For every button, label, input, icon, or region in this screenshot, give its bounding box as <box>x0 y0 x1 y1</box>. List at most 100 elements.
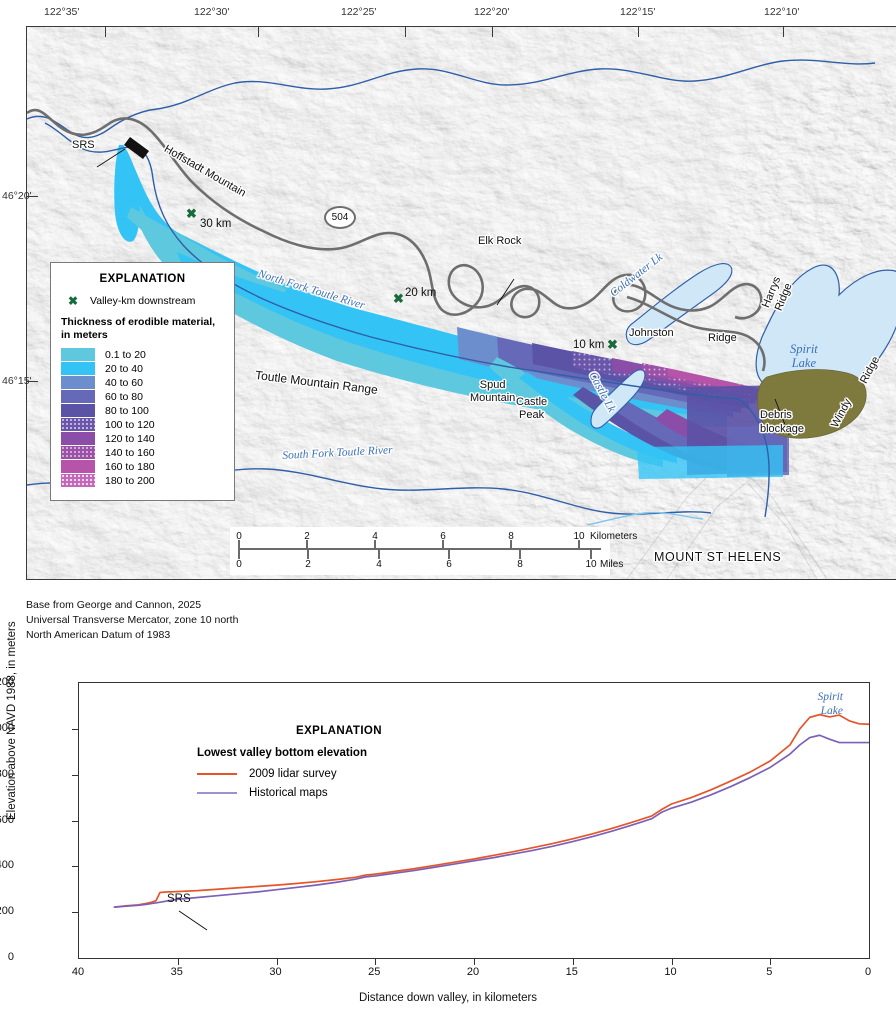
legend-class-row: 20 to 40 <box>61 362 224 376</box>
scalebar-km-tick <box>578 540 580 549</box>
chart-y-tick <box>72 820 79 822</box>
chart-x-tick <box>770 958 772 965</box>
label-20km: 20 km <box>405 287 437 299</box>
chart-x-tick-label: 30 <box>269 966 282 978</box>
chart-legend-entry: Historical maps <box>197 787 447 799</box>
legend-class-row: 140 to 160 <box>61 446 224 460</box>
lakes <box>590 263 896 439</box>
highway-504 <box>27 108 766 372</box>
shaded-relief-base <box>27 27 896 579</box>
chart-x-tick <box>177 958 179 965</box>
chart-x-tick <box>572 958 574 965</box>
legend-class-row: 160 to 180 <box>61 460 224 474</box>
chart-x-tick <box>276 958 278 965</box>
grat-top-4: 122°15' <box>620 6 656 18</box>
grat-tick-left-0 <box>27 196 38 197</box>
valley-km-marker-20: ✖ <box>393 291 404 306</box>
grat-left-1: 46°15' <box>2 375 32 387</box>
scalebar-mi-label: 10 <box>585 559 597 570</box>
chart-srs-annotation: SRS <box>167 893 191 905</box>
map-credit-block: Base from George and Cannon, 2025 Univer… <box>26 598 238 644</box>
chart-x-tick <box>474 958 475 965</box>
srs-dam-symbol <box>96 137 149 168</box>
legend-swatch <box>61 362 95 376</box>
chart-explanation-title: EXPLANATION <box>296 725 382 737</box>
legend-class-label: 100 to 120 <box>105 418 155 431</box>
credit-line: Base from George and Cannon, 2025 <box>26 599 202 611</box>
scalebar-mi-label: 6 <box>446 559 452 570</box>
scalebar-km-tick <box>374 540 376 549</box>
chart-y-tick-label: 1,000 <box>0 721 14 734</box>
profile-chart-panel: Elevation above NAVD 1988, in meters EXP… <box>0 621 896 1033</box>
map-explanation-title: EXPLANATION <box>99 273 186 285</box>
label-johnston-ridge: Ridge <box>708 332 737 344</box>
legend-label-lidar: 2009 lidar survey <box>249 768 337 780</box>
chart-x-tick-label: 35 <box>170 966 183 978</box>
deposit-thickness-polygons <box>114 145 789 479</box>
route-504-label: 504 <box>331 212 349 223</box>
scalebar-line <box>238 548 601 550</box>
legend-class-label: 120 to 140 <box>105 432 155 445</box>
scalebar-mi-tick <box>378 550 380 559</box>
scalebar-mi-unit: Miles <box>600 559 624 570</box>
grat-top-0: 122°35' <box>44 6 80 18</box>
chart-series-svg <box>113 713 870 908</box>
chart-plot-area: EXPLANATION Lowest valley bottom elevati… <box>72 682 870 965</box>
scalebar-km-unit: Kilometers <box>590 531 638 542</box>
legend-class-label: 160 to 180 <box>105 460 155 473</box>
legend-class-label: 140 to 160 <box>105 446 155 459</box>
legend-class-label: 80 to 100 <box>105 404 149 417</box>
map-explanation-box: EXPLANATION ✖ Valley-km downstream Thick… <box>50 262 235 502</box>
credit-line: Universal Transverse Mercator, zone 10 n… <box>26 614 239 627</box>
scalebar-km-label: 0 <box>236 531 242 542</box>
legend-swatch <box>61 348 95 362</box>
route-504-shield: 504 <box>324 206 356 229</box>
scalebar-km-tick <box>442 540 444 549</box>
scalebar-km-tick <box>306 540 308 549</box>
map-scalebar: 0 2 4 6 8 10 Kilometers 0 2 4 6 8 10 Mil… <box>230 527 637 575</box>
legend-line-historical <box>197 792 237 794</box>
legend-line-lidar <box>197 773 237 775</box>
scalebar-km-label: 8 <box>508 531 514 542</box>
chart-y-tick-label: 1,200 <box>0 676 14 688</box>
legend-swatch <box>61 376 95 390</box>
legend-swatch <box>61 432 95 446</box>
grat-tick-top-2 <box>405 27 406 37</box>
legend-label-historical: Historical maps <box>249 787 328 799</box>
legend-class-row: 0.1 to 20 <box>61 348 224 362</box>
label-10km: 10 km <box>573 339 605 351</box>
grat-top-5: 122°10' <box>764 6 800 18</box>
chart-y-axis-label: Elevation above NAVD 1988, in meters <box>6 621 18 820</box>
chart-y-tick-label: 0 <box>7 951 14 963</box>
legend-class-row: 80 to 100 <box>61 404 224 418</box>
legend-swatch <box>61 418 95 432</box>
grat-tick-top-4 <box>638 27 639 37</box>
valley-km-marker-30: ✖ <box>186 206 197 221</box>
legend-class-row: 120 to 140 <box>61 432 224 446</box>
label-castle-peak: Castle Peak <box>516 396 548 421</box>
chart-x-axis-label: Distance down valley, in kilometers <box>358 992 538 1004</box>
grat-tick-top-1 <box>258 27 259 37</box>
chart-x-tick-label: 0 <box>864 966 872 978</box>
chart-y-tick-label: 400 <box>0 859 14 872</box>
scalebar-mi-label: 8 <box>517 559 523 570</box>
legend-class-row: 40 to 60 <box>61 376 224 390</box>
legend-swatch <box>61 474 95 488</box>
chart-series-historical-maps <box>113 734 870 908</box>
legend-class-label: 180 to 200 <box>105 474 155 487</box>
valley-km-marker-10: ✖ <box>607 337 618 352</box>
chart-explanation-box: EXPLANATION Lowest valley bottom elevati… <box>197 725 447 806</box>
chart-y-tick <box>72 728 79 730</box>
chart-y-tick <box>72 866 79 868</box>
chart-x-tick-label: 10 <box>664 966 677 978</box>
scalebar-km-label: 10 <box>573 531 585 542</box>
scalebar-km-tick <box>510 540 512 549</box>
label-srs: SRS <box>72 139 95 151</box>
legend-class-label: 60 to 80 <box>105 390 143 403</box>
grat-top-3: 122°20' <box>474 6 510 18</box>
legend-valley-km-label: Valley-km downstream <box>90 295 196 307</box>
map-panel: 122°35' 122°30' 122°25' 122°20' 122°15' … <box>2 6 896 641</box>
scalebar-mi-tick <box>307 550 309 559</box>
label-debris-blockage: Debris blockage <box>760 409 805 435</box>
grat-top-2: 122°25' <box>341 6 377 18</box>
